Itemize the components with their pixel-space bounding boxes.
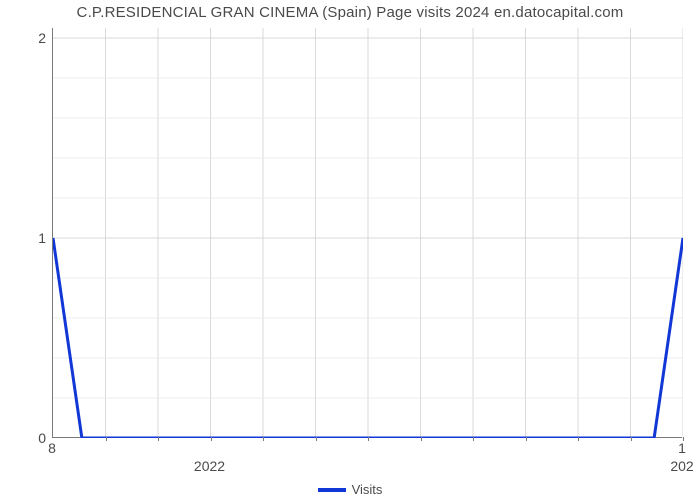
x-tick-mark bbox=[211, 437, 212, 441]
x-tick-mark bbox=[158, 437, 159, 441]
x-tick-mark bbox=[368, 437, 369, 441]
legend: Visits bbox=[0, 481, 700, 497]
plot-area bbox=[52, 28, 682, 438]
chart-title: C.P.RESIDENCIAL GRAN CINEMA (Spain) Page… bbox=[0, 4, 700, 21]
y-tick-label: 0 bbox=[26, 430, 46, 446]
x-tick-label: 8 bbox=[48, 440, 56, 456]
x-tick-mark bbox=[631, 437, 632, 441]
gridlines bbox=[53, 28, 683, 438]
x-tick-mark bbox=[263, 437, 264, 441]
x-tick-mark bbox=[578, 437, 579, 441]
legend-label: Visits bbox=[352, 482, 383, 497]
x-tick-label-secondary: 202 bbox=[670, 458, 693, 474]
chart-container: C.P.RESIDENCIAL GRAN CINEMA (Spain) Page… bbox=[0, 0, 700, 500]
y-tick-label: 1 bbox=[26, 230, 46, 246]
x-tick-mark bbox=[473, 437, 474, 441]
chart-svg bbox=[53, 28, 683, 438]
legend-swatch bbox=[318, 488, 346, 492]
y-tick-label: 2 bbox=[26, 30, 46, 46]
x-tick-mark bbox=[421, 437, 422, 441]
x-tick-label: 1 bbox=[678, 440, 686, 456]
x-tick-mark bbox=[316, 437, 317, 441]
x-tick-mark bbox=[106, 437, 107, 441]
x-tick-label-secondary: 2022 bbox=[194, 458, 225, 474]
x-tick-mark bbox=[526, 437, 527, 441]
